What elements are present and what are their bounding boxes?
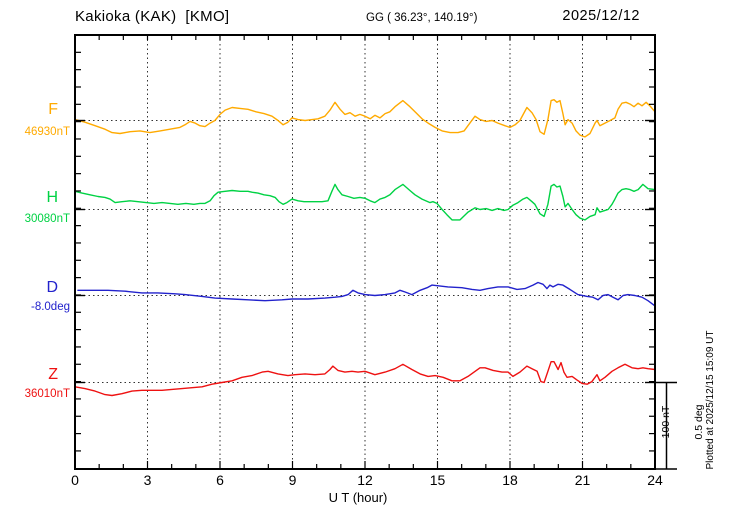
x-tick-label: 12: [357, 472, 373, 488]
x-tick-label: 3: [143, 472, 152, 488]
channel-baseline-d: -8.0deg: [30, 301, 70, 313]
x-tick-label: 18: [502, 472, 518, 488]
trace-h: [74, 183, 656, 221]
grid-layer: [75, 35, 655, 469]
trace-f: [74, 98, 656, 138]
channel-baseline-h: 30080nT: [24, 213, 70, 225]
plot-date: 2025/12/12: [562, 8, 640, 24]
x-tick-label: 24: [647, 472, 663, 488]
trace-layer: [74, 98, 656, 397]
scale-bar: [656, 381, 677, 470]
x-tick-label: 15: [429, 472, 446, 488]
scale-bar-label-nt: 100 nT: [660, 405, 672, 439]
trace-d: [77, 281, 656, 307]
channel-baseline-z: 36010nT: [24, 388, 70, 400]
station-title: Kakioka (KAK) [KMO]: [75, 8, 230, 25]
x-tick-label: 6: [216, 472, 224, 488]
observatory-coordinates: GG ( 36.23°, 140.19°): [366, 12, 478, 24]
x-axis-label: U T (hour): [328, 490, 388, 505]
channel-baseline-f: 46930nT: [24, 126, 70, 138]
channel-label-f: F: [48, 101, 58, 118]
channel-label-h: H: [46, 189, 58, 206]
scale-bar-label-deg: 0.5 deg: [693, 404, 705, 440]
trace-z: [74, 361, 656, 397]
plotted-at-note: Plotted at 2025/12/15 15:09 UT: [705, 330, 716, 470]
channel-label-z: Z: [48, 366, 58, 383]
x-tick-label: 0: [71, 472, 79, 488]
x-tick-label: 21: [574, 472, 591, 488]
channel-label-d: D: [46, 279, 58, 296]
x-tick-label: 9: [288, 472, 297, 488]
plot-border: [74, 34, 656, 470]
